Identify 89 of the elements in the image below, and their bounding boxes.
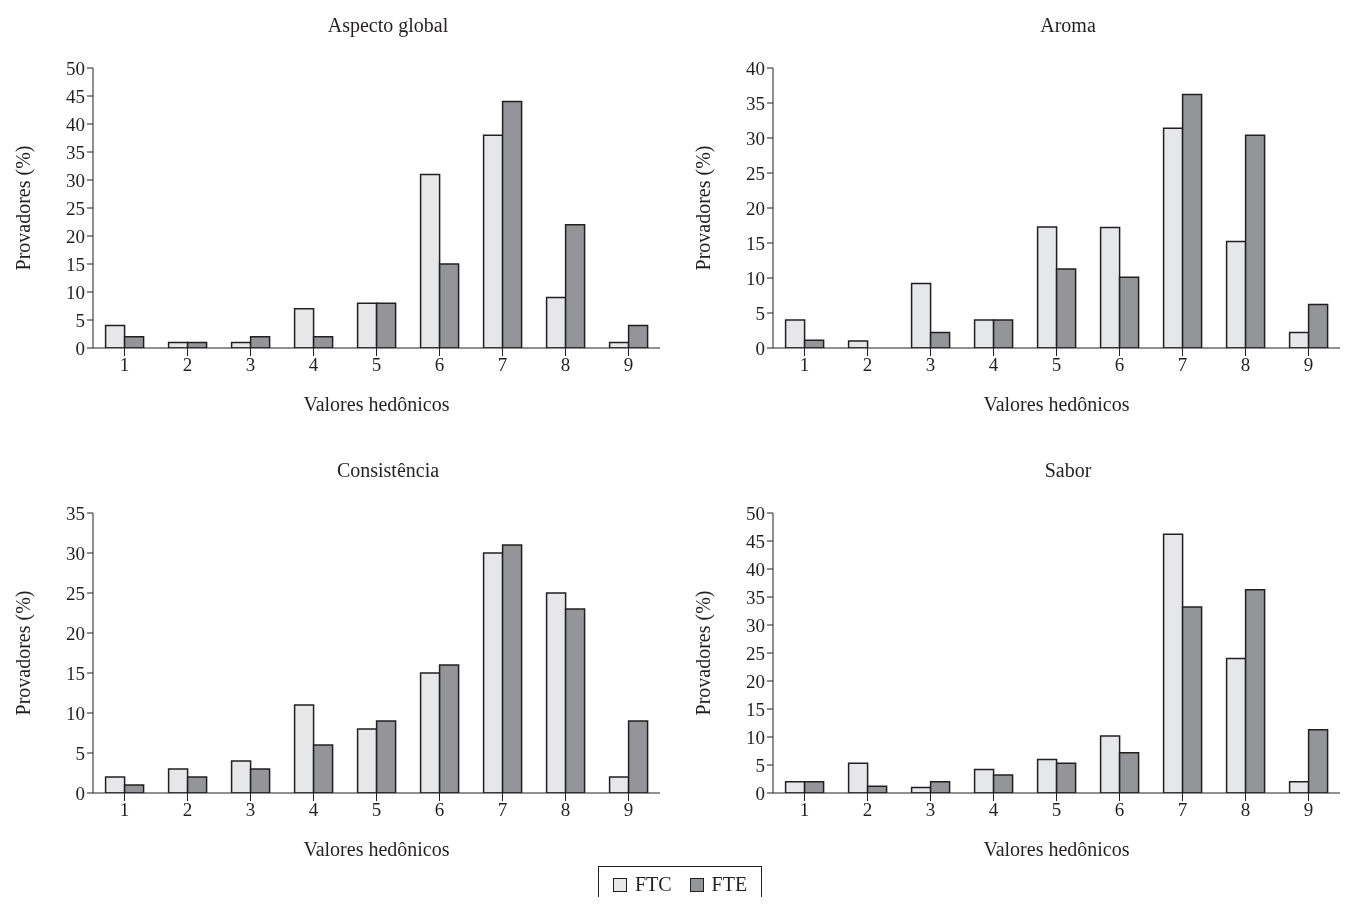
- y-tick-label: 20: [66, 622, 85, 644]
- y-tick-label: 45: [66, 85, 85, 107]
- x-tick-label: 3: [925, 354, 936, 376]
- x-tick-label: 9: [1303, 799, 1314, 821]
- y-tick-label: 0: [75, 782, 85, 804]
- y-tick-label: 25: [66, 197, 85, 219]
- x-tick-label: 1: [119, 354, 130, 376]
- y-tick-label: 40: [66, 113, 85, 135]
- y-tick-label: 45: [746, 530, 765, 552]
- y-tick-label: 5: [755, 302, 765, 324]
- x-tick-label: 6: [1114, 354, 1125, 376]
- y-tick-label: 25: [746, 642, 765, 664]
- y-axis-title: Provadores (%): [12, 590, 36, 716]
- y-tick-label: 30: [66, 542, 85, 564]
- y-tick-label: 15: [66, 662, 85, 684]
- y-tick-label: 35: [66, 502, 85, 524]
- x-tick-label: 9: [623, 354, 634, 376]
- x-tick-label: 8: [560, 354, 571, 376]
- y-tick-label: 40: [746, 57, 765, 79]
- y-tick-label: 35: [66, 141, 85, 163]
- y-tick-label: 20: [66, 225, 85, 247]
- x-tick-label: 4: [988, 799, 999, 821]
- x-tick-label: 4: [988, 354, 999, 376]
- chart-title: Consistência: [335, 459, 441, 482]
- x-tick-label: 6: [1114, 799, 1125, 821]
- y-tick-label: 30: [746, 127, 765, 149]
- y-tick-label: 25: [66, 582, 85, 604]
- y-tick-label: 10: [746, 267, 765, 289]
- x-tick-label: 1: [799, 799, 810, 821]
- x-axis-title: Valores hedônicos: [983, 838, 1130, 860]
- y-tick-label: 15: [746, 232, 765, 254]
- y-axis-title: Provadores (%): [692, 145, 716, 271]
- x-tick-label: 5: [371, 799, 382, 821]
- x-tick-label: 3: [245, 799, 256, 821]
- x-tick-label: 8: [1240, 354, 1251, 376]
- y-tick-label: 10: [746, 726, 765, 748]
- x-tick-label: 7: [497, 799, 508, 821]
- x-tick-label: 1: [119, 799, 130, 821]
- x-tick-label: 2: [182, 799, 193, 821]
- x-axis-title: Valores hedônicos: [303, 838, 450, 860]
- chart-title: Aspecto global: [326, 14, 450, 37]
- x-tick-label: 7: [497, 354, 508, 376]
- x-tick-label: 8: [560, 799, 571, 821]
- legend-label: FTE: [710, 873, 748, 896]
- y-tick-label: 0: [755, 337, 765, 359]
- y-tick-label: 20: [746, 197, 765, 219]
- y-axis-title: Provadores (%): [692, 590, 716, 716]
- y-tick-label: 35: [746, 92, 765, 114]
- y-tick-label: 40: [746, 558, 765, 580]
- y-tick-label: 25: [746, 162, 765, 184]
- chart-title: Sabor: [1043, 459, 1093, 482]
- y-tick-label: 10: [66, 281, 85, 303]
- x-tick-label: 4: [308, 354, 319, 376]
- y-tick-label: 0: [75, 337, 85, 359]
- y-tick-label: 35: [746, 586, 765, 608]
- x-tick-label: 5: [1051, 354, 1062, 376]
- y-tick-label: 30: [746, 614, 765, 636]
- y-axis-title: Provadores (%): [12, 145, 36, 271]
- x-tick-label: 7: [1177, 799, 1188, 821]
- x-tick-label: 2: [182, 354, 193, 376]
- x-tick-label: 9: [1303, 354, 1314, 376]
- x-tick-label: 6: [434, 799, 445, 821]
- x-tick-label: 7: [1177, 354, 1188, 376]
- y-tick-label: 10: [66, 702, 85, 724]
- x-tick-label: 9: [623, 799, 634, 821]
- y-tick-label: 15: [66, 253, 85, 275]
- chart-title: Aroma: [1039, 14, 1097, 37]
- x-tick-label: 6: [434, 354, 445, 376]
- x-axis-title: Valores hedônicos: [983, 393, 1130, 415]
- y-tick-label: 20: [746, 670, 765, 692]
- x-axis-title: Valores hedônicos: [303, 393, 450, 415]
- x-tick-label: 3: [245, 354, 256, 376]
- x-tick-label: 1: [799, 354, 810, 376]
- y-tick-label: 50: [746, 502, 765, 524]
- x-tick-label: 5: [1051, 799, 1062, 821]
- y-tick-label: 30: [66, 169, 85, 191]
- x-tick-label: 5: [371, 354, 382, 376]
- x-tick-label: 2: [862, 354, 873, 376]
- x-tick-label: 8: [1240, 799, 1251, 821]
- legend-label: FTC: [633, 873, 672, 896]
- y-tick-label: 5: [75, 742, 85, 764]
- x-tick-label: 4: [308, 799, 319, 821]
- y-tick-label: 5: [755, 754, 765, 776]
- y-tick-label: 15: [746, 698, 765, 720]
- y-tick-label: 5: [75, 309, 85, 331]
- y-tick-label: 0: [755, 782, 765, 804]
- x-tick-label: 2: [862, 799, 873, 821]
- y-tick-label: 50: [66, 57, 85, 79]
- x-tick-label: 3: [925, 799, 936, 821]
